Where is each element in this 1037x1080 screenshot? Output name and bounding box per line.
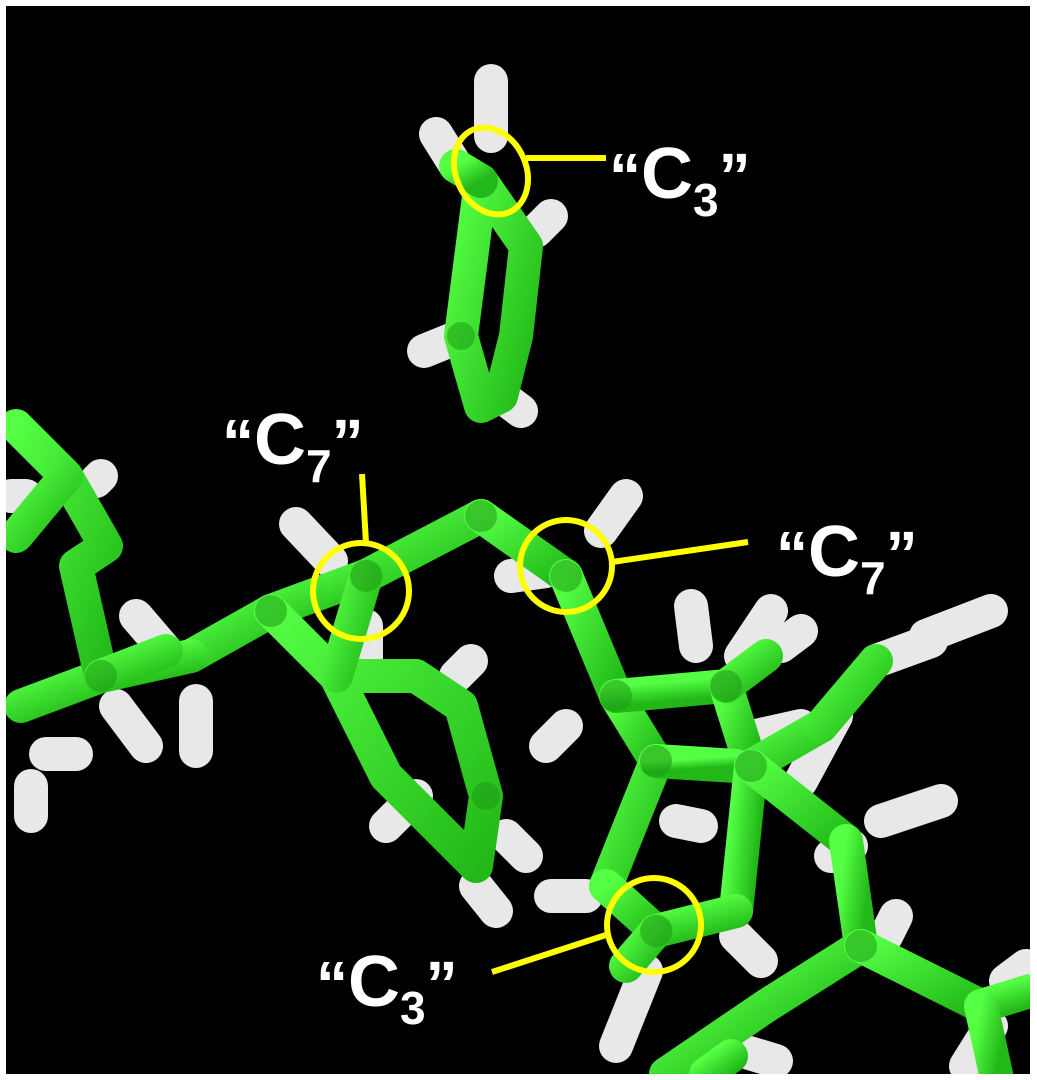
highlight-circle-c7-right bbox=[517, 517, 615, 615]
leader-line-c3-bottom bbox=[491, 931, 610, 975]
leader-line-c7-left bbox=[359, 473, 369, 544]
highlight-circle-c7-left bbox=[310, 540, 412, 642]
bond-joints bbox=[85, 322, 877, 962]
highlight-circle-c3-bottom bbox=[604, 875, 704, 975]
label-c7-right: “C7” bbox=[776, 512, 918, 604]
label-c3-bottom: “C3” bbox=[316, 942, 458, 1034]
label-c7-left: “C7” bbox=[222, 400, 364, 492]
callout-markers bbox=[310, 124, 749, 975]
label-c3-top: “C3” bbox=[609, 134, 751, 226]
molecule-render: “C3” “C7” “C7” “C3” bbox=[6, 6, 1030, 1074]
callout-labels: “C3” “C7” “C7” “C3” bbox=[222, 134, 918, 1034]
highlight-circle-c3-top bbox=[451, 124, 531, 218]
leader-line-c7-right bbox=[611, 539, 749, 565]
